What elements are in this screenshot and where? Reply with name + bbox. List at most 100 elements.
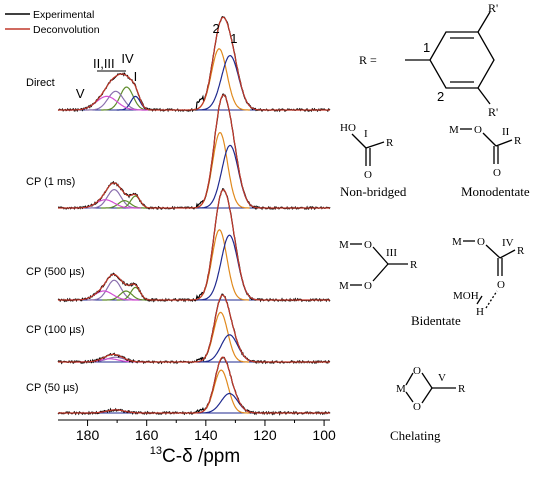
rprime-bottom-label: R' [488, 105, 498, 119]
o-label: O [493, 167, 501, 179]
numeral-v: V [438, 372, 446, 384]
bond [405, 372, 414, 386]
deconvolution-curve [58, 294, 330, 363]
bond [351, 133, 367, 149]
component-peak-cIV [100, 86, 153, 111]
component-peak-c1 [116, 95, 155, 111]
m-label: M [396, 383, 406, 395]
bond [476, 295, 483, 305]
spectra-layer [57, 15, 331, 416]
spectrum-0 [57, 15, 331, 113]
o-label: O [477, 236, 485, 248]
bond [499, 249, 516, 259]
deconvolution-curve [58, 356, 330, 414]
deconvolution-curve [58, 94, 330, 209]
peak-label: II,III [93, 56, 115, 71]
bond [405, 391, 414, 403]
caption-monodentate: Monodentate [461, 184, 530, 199]
component-peak-c2 [189, 229, 249, 301]
o-label: O [497, 279, 505, 291]
x-tick-label: 140 [194, 427, 218, 443]
x-tick-label: 120 [253, 427, 277, 443]
numeral-iv: IV [502, 237, 514, 249]
o-label: O [413, 365, 421, 377]
bond [482, 132, 497, 147]
spectrum-label: CP (100 µs) [26, 324, 85, 336]
r-label: R [514, 135, 522, 147]
bond [372, 246, 389, 265]
rprime-top-label: R' [488, 1, 498, 15]
bond [485, 244, 501, 259]
r-label: R [410, 259, 418, 271]
ho-label: HO [340, 122, 356, 134]
experimental-curve [58, 93, 331, 211]
component-peak-c1 [196, 392, 263, 414]
h-label: H [476, 306, 484, 318]
legend-label-experimental: Experimental [33, 9, 94, 21]
rprime-bond-bottom [477, 87, 491, 105]
x-tick-label: 100 [312, 427, 336, 443]
peak-label: IV [121, 51, 134, 66]
nonbridged-structure: HO I R O Non-bridged [340, 122, 407, 199]
bond [372, 263, 389, 282]
o-label: O [364, 169, 372, 181]
bond [495, 139, 513, 147]
component-peak-c2 [188, 48, 250, 111]
spectrum-labels: Direct CP (1 ms) CP (500 µs) CP (100 µs) CP … [26, 77, 85, 394]
component-peak-c2 [192, 311, 249, 363]
r-label: R [517, 245, 525, 257]
deconvolution-curve [58, 189, 330, 301]
peak-label: I [134, 69, 138, 84]
caption-chelating: Chelating [390, 428, 441, 443]
spectrum-3 [57, 293, 331, 365]
chelating-structure: O M O V R Chelating [390, 365, 466, 443]
o-label: O [413, 401, 421, 413]
numeral-iii: III [386, 247, 397, 259]
x-tick-label: 160 [135, 427, 159, 443]
o-label: O [364, 239, 372, 251]
x-tick-label: 180 [76, 427, 100, 443]
x-axis-label: 13C-δ /ppm [150, 445, 240, 467]
r-label: R [386, 137, 394, 149]
rprime-bond-top [477, 11, 491, 33]
m-label: M [449, 124, 459, 136]
bond [365, 141, 385, 149]
position-1-label: 1 [423, 40, 430, 55]
spectrum-1 [58, 93, 331, 211]
experimental-curve [57, 188, 331, 303]
experimental-curve [57, 356, 331, 416]
legend-label-deconvolution: Deconvolution [33, 24, 100, 36]
spectrum-label: CP (50 µs) [26, 382, 79, 394]
o-label: O [364, 280, 372, 292]
numeral-ii: II [502, 126, 510, 138]
legend: Experimental Deconvolution [5, 9, 100, 36]
component-peak-c1 [196, 234, 263, 301]
x-ticks: 180 160 140 120 100 [76, 420, 336, 443]
m-label: M [339, 239, 349, 251]
numeral-i: I [364, 128, 368, 140]
spectrum-label: Direct [26, 77, 55, 89]
component-peak-c1 [196, 54, 265, 111]
bond [421, 387, 433, 404]
spectrum-4 [57, 356, 331, 416]
experimental-curve [57, 293, 331, 365]
m-label: M [339, 280, 349, 292]
bidentate-hbond-structure: M O IV R O MOH H [452, 236, 525, 318]
caption-nonbridged: Non-bridged [340, 184, 407, 199]
peak-label: 1 [230, 31, 237, 46]
spectrum-label: CP (500 µs) [26, 266, 85, 278]
caption-bidentate: Bidentate [411, 313, 461, 328]
o-label: O [474, 124, 482, 136]
peak-label: V [76, 86, 85, 101]
r-equals-label: R = [359, 53, 377, 67]
monodentate-structure: M O II R O Monodentate [449, 124, 530, 199]
hydrogen-bond [485, 290, 498, 309]
deconvolution-curve [58, 16, 330, 111]
aryl-structure: R = R' R' 1 2 [359, 1, 498, 119]
bond [421, 372, 433, 389]
bidentate-bridging-structure: M O III R M O [339, 239, 418, 292]
moh-label: MOH [453, 290, 479, 302]
spectrum-label: CP (1 ms) [26, 176, 75, 188]
